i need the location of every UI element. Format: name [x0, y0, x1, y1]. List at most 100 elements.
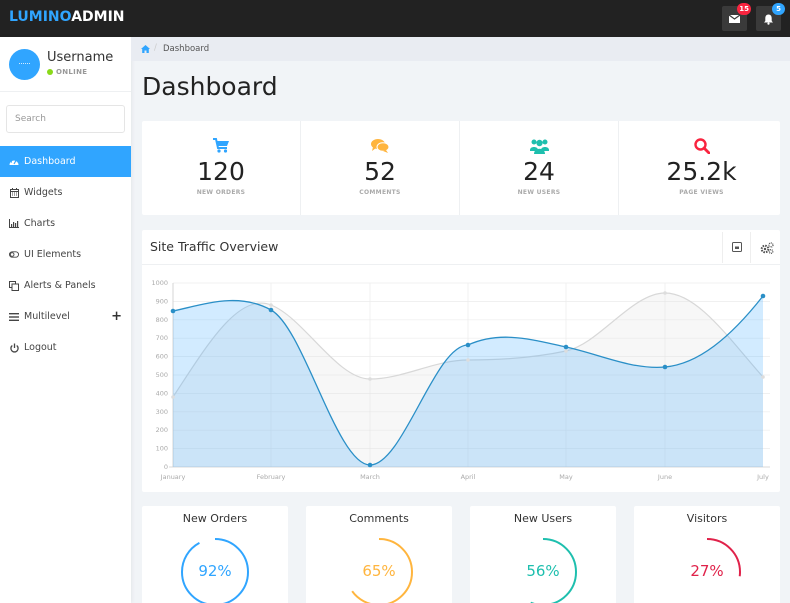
progress-percent: 27%: [690, 562, 724, 580]
stat-value: 25.2k: [666, 157, 737, 186]
sidebar-item-label: Widgets: [24, 187, 63, 198]
panel-heading: Site Traffic Overview: [142, 230, 780, 265]
stat-comments: 52 COMMENTS: [301, 121, 460, 215]
user-profile: Username ONLINE: [0, 37, 131, 92]
toggle-icon: [9, 250, 19, 260]
sidebar-item-charts[interactable]: Charts: [0, 208, 131, 239]
username: Username: [47, 50, 114, 65]
settings-button[interactable]: [750, 232, 778, 263]
sidebar-item-label: UI Elements: [24, 249, 82, 260]
progress-percent: 65%: [362, 562, 396, 580]
sidebar-item-ui-elements[interactable]: UI Elements: [0, 239, 131, 270]
bar-chart-icon: [9, 219, 19, 229]
svg-text:700: 700: [156, 334, 168, 342]
svg-text:200: 200: [156, 426, 168, 434]
sidebar-menu: Dashboard Widgets Charts UI Elements Ale…: [0, 146, 131, 363]
progress-new-users: New Users 56%: [470, 506, 616, 603]
envelope-icon: [729, 14, 740, 23]
search-input[interactable]: [6, 105, 125, 133]
svg-text:500: 500: [156, 371, 168, 379]
sidebar-item-multilevel[interactable]: Multilevel +: [0, 301, 131, 332]
sidebar-item-logout[interactable]: Logout: [0, 332, 131, 363]
svg-text:March: March: [360, 473, 380, 481]
sidebar-item-label: Logout: [24, 342, 57, 353]
sidebar-item-widgets[interactable]: Widgets: [0, 177, 131, 208]
sidebar-item-alerts-panels[interactable]: Alerts & Panels: [0, 270, 131, 301]
stat-label: NEW ORDERS: [196, 189, 246, 196]
avatar[interactable]: [9, 49, 40, 80]
svg-text:400: 400: [156, 389, 168, 397]
progress-ring: [509, 538, 577, 603]
progress-ring: [181, 538, 249, 603]
stat-label: COMMENTS: [359, 189, 401, 196]
sidebar-item-label: Charts: [24, 218, 56, 229]
calendar-icon: [9, 187, 19, 198]
panel-title: Site Traffic Overview: [150, 239, 279, 254]
messages-button[interactable]: 15: [722, 3, 751, 31]
home-icon[interactable]: [141, 45, 150, 56]
svg-text:1000: 1000: [151, 279, 168, 287]
sidebar-item-label: Multilevel: [24, 311, 70, 322]
brand-secondary: ADMIN: [71, 9, 125, 25]
stat-label: NEW USERS: [517, 189, 561, 196]
progress-title: Visitors: [686, 512, 728, 525]
power-off-icon: [9, 343, 19, 353]
stat-value: 24: [523, 157, 555, 186]
page-title: Dashboard: [142, 72, 278, 101]
svg-text:July: July: [756, 473, 769, 481]
progress-title: Comments: [349, 512, 409, 525]
sidebar-item-label: Alerts & Panels: [24, 280, 96, 291]
comments-icon: [301, 138, 459, 154]
brand-logo[interactable]: LUMINOADMIN: [9, 9, 125, 25]
shopping-cart-icon: [142, 138, 300, 154]
brand-primary: LUMINO: [9, 9, 72, 25]
series-blue-points: [170, 293, 766, 468]
svg-text:900: 900: [156, 297, 168, 305]
svg-text:January: January: [160, 473, 186, 481]
sidebar-item-label: Dashboard: [24, 156, 76, 167]
sidebar-item-dashboard[interactable]: Dashboard: [0, 146, 131, 177]
svg-text:800: 800: [156, 316, 168, 324]
series-gray-area: [173, 293, 763, 467]
cogs-icon: [760, 242, 774, 254]
progress-ring: [345, 538, 413, 603]
site-traffic-panel: Site Traffic Overview: [142, 230, 780, 492]
breadcrumb: / Dashboard: [131, 37, 790, 61]
dashboard-icon: [9, 157, 19, 167]
notifications-button[interactable]: 5: [756, 3, 785, 31]
breadcrumb-separator: /: [154, 43, 157, 53]
toggle-panel-icon: [732, 242, 742, 252]
svg-text:600: 600: [156, 353, 168, 361]
svg-text:April: April: [461, 473, 476, 481]
online-status: ONLINE: [47, 68, 87, 76]
svg-text:300: 300: [156, 408, 168, 416]
notifications-badge: 5: [772, 3, 785, 15]
stats-panel: 120 NEW ORDERS 52 COMMENTS 24 NEW USERS …: [142, 121, 780, 215]
stat-value: 52: [364, 157, 396, 186]
clone-icon: [9, 280, 19, 291]
chart-grid: [173, 282, 770, 467]
top-navbar: LUMINOADMIN 15 5: [0, 0, 790, 37]
toggle-panel-button[interactable]: [722, 232, 750, 263]
navicon-icon: [9, 312, 19, 322]
stat-label: PAGE VIEWS: [679, 189, 724, 196]
progress-percent: 56%: [526, 562, 560, 580]
bell-icon: [764, 14, 773, 25]
series-gray-points: [171, 291, 765, 399]
stat-page-views: 25.2k PAGE VIEWS: [622, 121, 781, 215]
expand-plus-icon[interactable]: +: [111, 309, 122, 324]
svg-text:June: June: [657, 473, 672, 481]
series-blue-area: [173, 296, 763, 467]
status-dot-icon: [47, 69, 53, 75]
stat-new-users: 24 NEW USERS: [460, 121, 619, 215]
x-axis-labels: January February March April May June July: [160, 473, 769, 481]
progress-new-orders: New Orders 92%: [142, 506, 288, 603]
progress-title: New Users: [513, 512, 573, 525]
users-icon: [460, 138, 618, 154]
progress-title: New Orders: [182, 512, 248, 525]
progress-visitors: Visitors 27%: [634, 506, 780, 603]
progress-percent: 92%: [198, 562, 232, 580]
sidebar: Username ONLINE Dashboard Widgets Charts…: [0, 37, 131, 603]
